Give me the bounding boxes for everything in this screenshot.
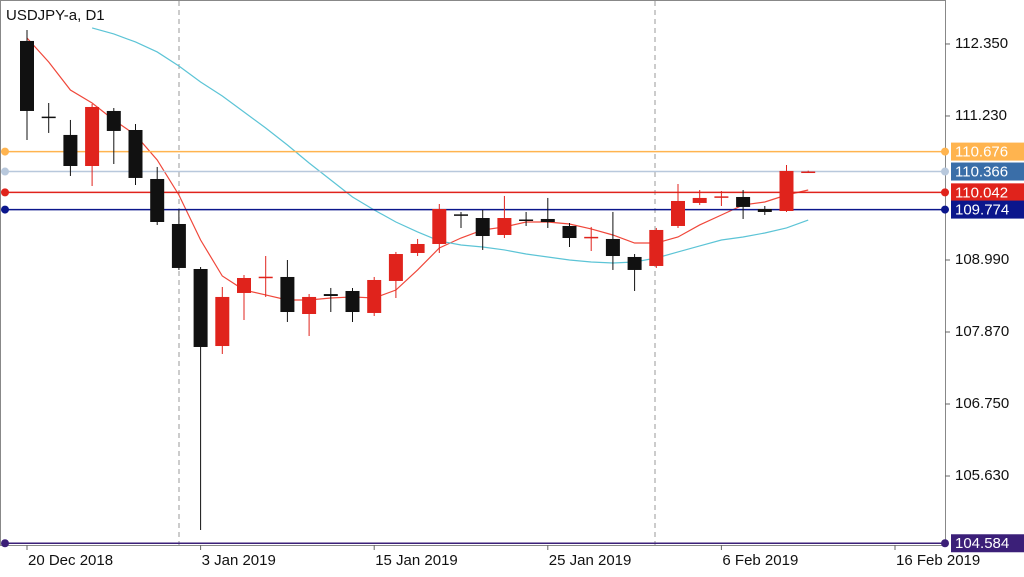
candle-body: [41, 116, 56, 119]
candle-body: [150, 178, 165, 222]
level-label-box: [951, 534, 1024, 553]
y-tick-label: 107.870: [955, 323, 1009, 340]
candle-body: [562, 225, 577, 239]
level-handle: [941, 147, 949, 156]
x-tick-label: 16 Feb 2019: [896, 552, 980, 569]
candle-body: [714, 196, 729, 198]
candle-body: [475, 218, 490, 237]
candle-body: [736, 196, 751, 207]
level-label-box: [951, 183, 1024, 202]
candle-body: [432, 209, 447, 244]
candle-body: [106, 110, 121, 131]
candle-body: [128, 129, 143, 178]
level-label: 109.774: [955, 202, 1009, 219]
level-handle: [941, 188, 949, 197]
level-handle: [941, 167, 949, 176]
candle-body: [193, 268, 208, 347]
x-tick-label: 25 Jan 2019: [549, 552, 632, 569]
ma-line: [26, 37, 809, 301]
candle-body: [410, 243, 425, 253]
candle-body: [605, 238, 620, 257]
level-handle: [1, 205, 9, 214]
level-label: 110.676: [955, 144, 1008, 161]
candle-body: [63, 134, 78, 167]
level-handle: [1, 539, 9, 548]
candle-body: [627, 256, 642, 270]
candle-body: [280, 276, 295, 313]
candle-body: [302, 296, 317, 315]
level-handle: [1, 188, 9, 197]
y-tick-label: 105.630: [955, 467, 1009, 484]
y-tick-label: 108.990: [955, 251, 1009, 268]
candle-body: [454, 214, 468, 216]
candle-body: [85, 106, 100, 167]
level-label: 110.366: [955, 163, 1008, 180]
candle-body: [671, 200, 685, 226]
candle-body: [388, 254, 403, 281]
x-tick-label: 20 Dec 2018: [28, 552, 113, 569]
candle-body: [540, 218, 555, 222]
candle-body: [171, 223, 186, 268]
level-handle: [1, 167, 9, 176]
y-tick-label: 106.750: [955, 395, 1009, 412]
candle-body: [20, 40, 34, 111]
plot-frame: [0, 0, 946, 546]
level-label: 110.042: [955, 184, 1008, 201]
x-tick-label: 6 Feb 2019: [722, 552, 798, 569]
candle-body: [237, 277, 251, 293]
candle-body: [649, 229, 664, 266]
candle-body: [215, 296, 230, 347]
level-label-box: [951, 162, 1024, 181]
level-handle: [941, 539, 949, 548]
ma-line: [91, 27, 809, 264]
chart-title: USDJPY-a, D1: [6, 7, 105, 24]
candle-body: [258, 276, 273, 279]
candle-body: [584, 236, 599, 239]
candle-body: [345, 290, 360, 313]
level-handle: [941, 205, 949, 214]
candle-body: [692, 197, 707, 203]
x-tick-label: 15 Jan 2019: [375, 552, 458, 569]
y-tick-label: 112.350: [955, 35, 1008, 52]
level-label: 104.584: [955, 535, 1009, 552]
candle-body: [757, 209, 772, 212]
candle-body: [497, 218, 512, 235]
candle-body: [519, 219, 534, 221]
candle-body: [367, 279, 382, 313]
level-label-box: [951, 142, 1024, 161]
candle-body: [779, 170, 794, 212]
candle-body: [323, 294, 338, 296]
level-label-box: [951, 200, 1024, 219]
candle-body: [801, 171, 816, 174]
y-tick-label: 111.230: [955, 107, 1007, 124]
x-tick-label: 3 Jan 2019: [202, 552, 276, 569]
level-handle: [1, 147, 9, 156]
